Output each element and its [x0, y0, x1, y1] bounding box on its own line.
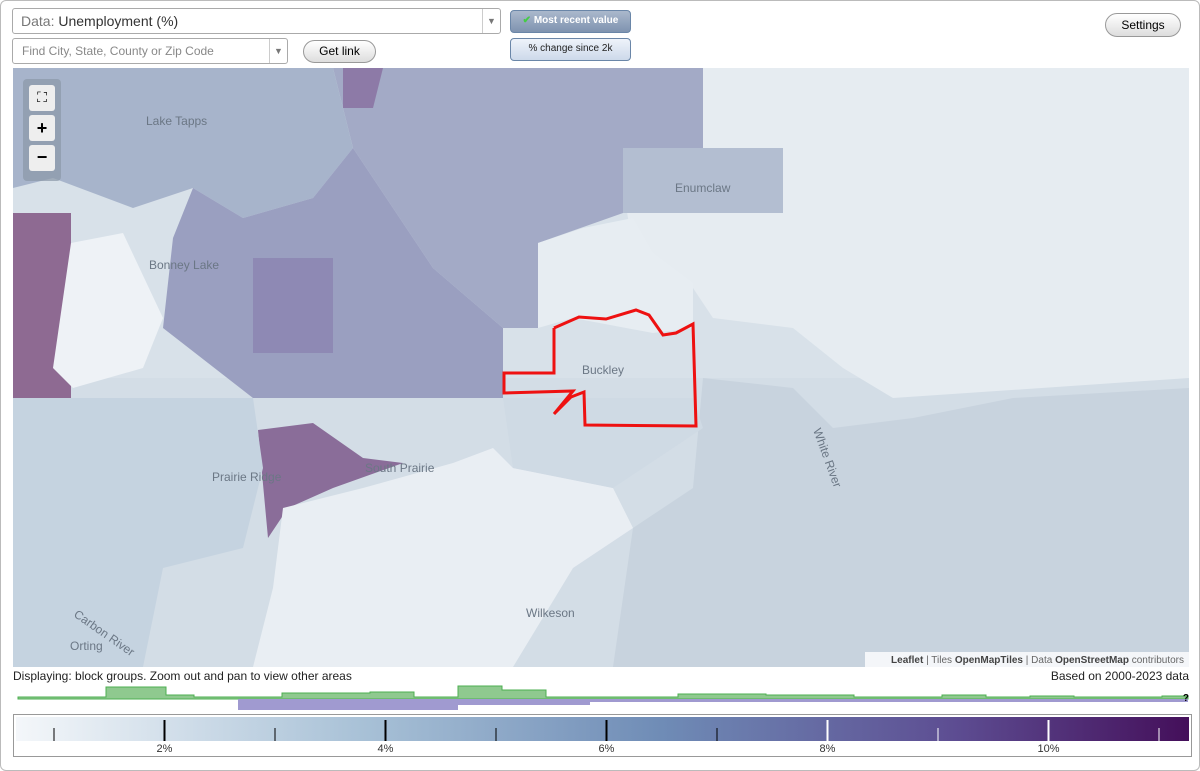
histogram: ?: [17, 685, 1189, 710]
place-label: Wilkeson: [526, 606, 575, 620]
scale-label: 8%: [820, 743, 836, 755]
place-label: Lake Tapps: [146, 114, 207, 128]
map-region: [253, 258, 333, 353]
dropdown-arrow[interactable]: ▼: [482, 9, 500, 33]
map-region: [13, 68, 353, 218]
zoom-in-icon: +: [37, 118, 48, 138]
attribution-text: Tiles: [931, 655, 952, 666]
place-label: Prairie Ridge: [212, 470, 282, 484]
histogram-area: [17, 685, 1189, 700]
attribution-link[interactable]: Leaflet: [891, 655, 924, 666]
scale-label: 2%: [157, 743, 173, 755]
attribution-text: Data: [1031, 655, 1053, 666]
search-placeholder: Find City, State, County or Zip Code: [22, 44, 214, 58]
change-toggle[interactable]: % change since 2k: [510, 38, 631, 61]
zoom-in-button[interactable]: [29, 115, 55, 141]
color-scale: [16, 717, 1189, 741]
map-region: [503, 398, 703, 488]
get-link-button[interactable]: Get link: [303, 40, 376, 63]
scale-label: 10%: [1037, 743, 1059, 755]
place-label: Buckley: [582, 363, 624, 377]
fullscreen-icon: ⛶: [37, 89, 47, 105]
attribution-bg: [865, 652, 1189, 667]
based-on-note: Based on 2000-2023 data: [1050, 669, 1189, 683]
zoom-out-icon: −: [37, 147, 48, 167]
check-icon: ✔: [522, 15, 532, 26]
legend: 2% 4% 6% 8% 10%: [13, 714, 1192, 757]
data-value: Unemployment (%): [58, 13, 179, 29]
data-label: Data:: [21, 13, 55, 29]
most-recent-toggle[interactable]: ✔ Most recent value: [510, 10, 631, 33]
attribution: Leaflet | Tiles OpenMapTiles | Data Open…: [891, 655, 1184, 666]
help-icon[interactable]: ?: [1183, 693, 1189, 704]
place-label: Orting: [70, 639, 103, 653]
attribution-link[interactable]: OpenMapTiles: [955, 655, 1024, 666]
place-label: Bonney Lake: [149, 258, 219, 272]
dropdown-arrow[interactable]: ▼: [269, 39, 287, 63]
settings-button[interactable]: Settings: [1105, 13, 1181, 37]
map-region: [343, 68, 383, 108]
attribution-link[interactable]: OpenStreetMap: [1055, 655, 1129, 666]
map-region: [53, 233, 163, 388]
map-region: [13, 398, 263, 667]
data-select[interactable]: Data: Unemployment (%) ▼: [12, 8, 501, 34]
toggle-label: Most recent value: [533, 15, 619, 26]
selected-area-outline[interactable]: [502, 308, 698, 428]
zoom-out-button[interactable]: [29, 145, 55, 171]
scale-label: 6%: [599, 743, 615, 755]
zoom-controls: ⛶ + −: [23, 79, 61, 181]
attribution-sep: |: [926, 655, 929, 666]
map-region: [613, 378, 1189, 667]
map-region: [538, 218, 693, 333]
displaying-note: Displaying: block groups. Zoom out and p…: [13, 669, 352, 683]
map-region: [253, 448, 633, 667]
map-region: [623, 148, 783, 213]
histogram-area: [18, 699, 1188, 710]
search-box[interactable]: Find City, State, County or Zip Code ▼: [12, 38, 288, 64]
attribution-text: contributors: [1132, 655, 1184, 666]
map-region: [258, 423, 403, 538]
attribution-sep: |: [1026, 655, 1029, 666]
fullscreen-button[interactable]: [29, 85, 55, 111]
place-label: Enumclaw: [675, 181, 731, 195]
place-label: South Prairie: [365, 461, 435, 475]
map[interactable]: Lake Tapps Bonney Lake Enumclaw Buckley …: [13, 68, 1189, 667]
map-region: [333, 68, 703, 328]
scale-label: 4%: [378, 743, 394, 755]
